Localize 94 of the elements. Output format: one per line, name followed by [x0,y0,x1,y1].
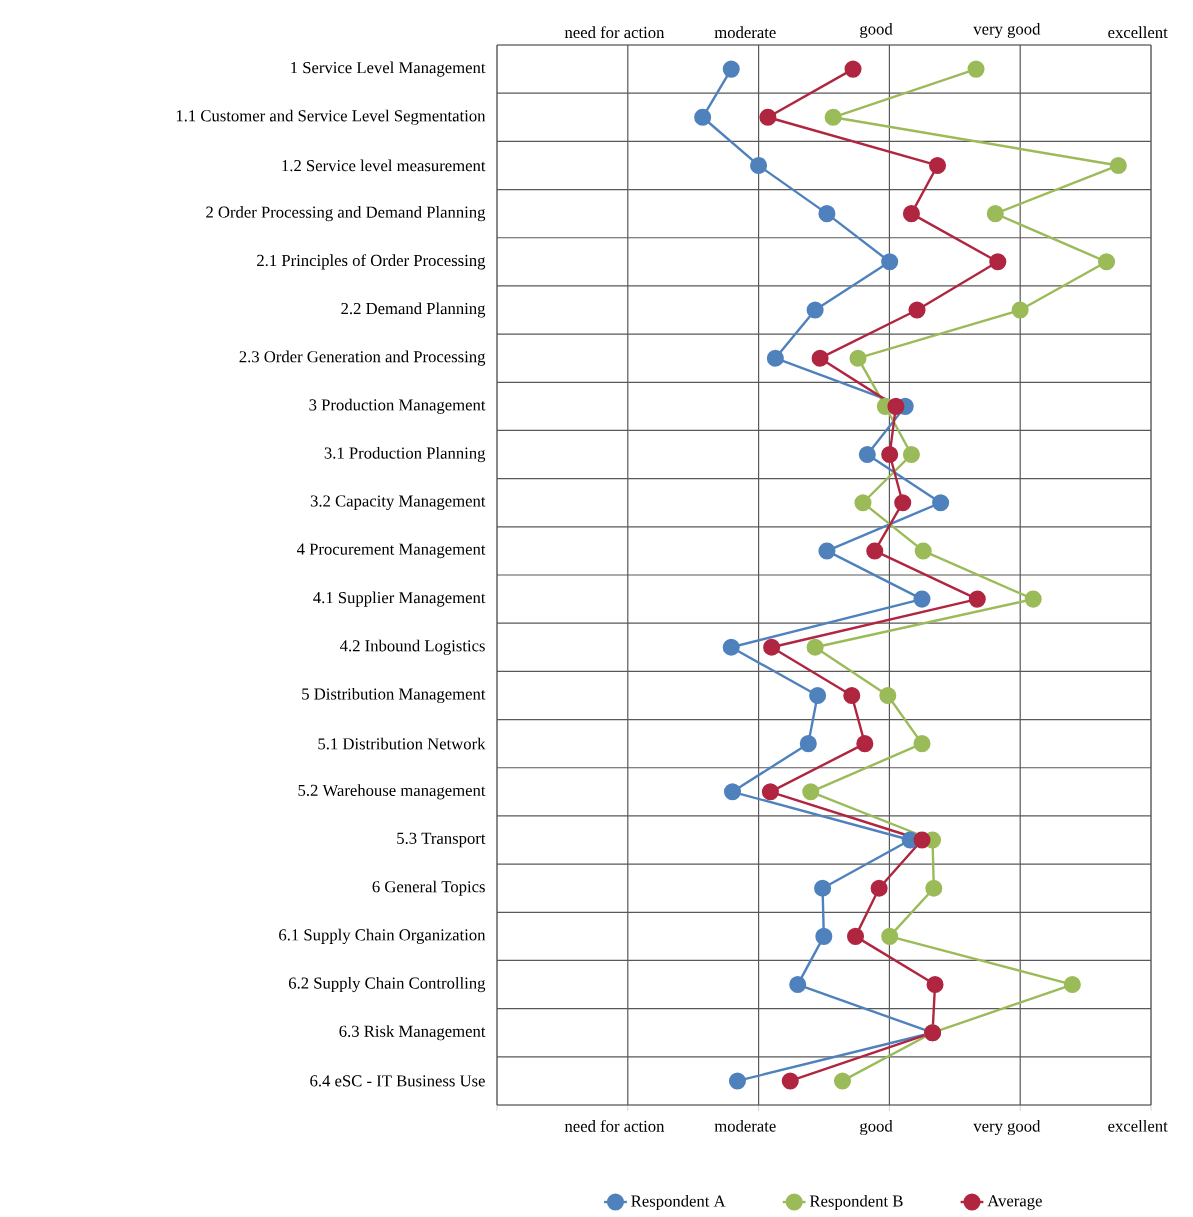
y-tick-label: 1.2 Service level measurement [282,159,486,172]
point [914,542,932,560]
point [913,590,931,608]
y-tick-label: 6 General Topics [372,880,485,896]
point [1097,253,1116,271]
point [789,976,807,994]
point [759,108,777,126]
point [694,108,712,126]
y-tick-label: 4 Procurement Management [297,543,486,559]
text: excellent [1108,1119,1168,1132]
y-tick-label: 6.3 Risk Management [339,1025,486,1041]
y-tick-label: 6.1 Supply Chain Organization [279,928,486,944]
text: very good [973,22,1041,39]
point [814,879,832,897]
point [894,494,912,512]
y-tick-label: 4.2 Inbound Logistics [340,639,485,655]
y-tick-label: 5.2 Warehouse management [298,784,486,800]
point [967,60,985,78]
point [925,879,943,897]
legend-label: Respondent A [631,1194,726,1211]
point [854,494,872,512]
point [809,686,827,704]
point [1024,590,1042,608]
text: good [860,22,893,39]
point [833,1072,851,1090]
point [986,205,1004,223]
point [849,349,867,367]
text: good [860,1119,893,1136]
point [750,156,768,174]
point [844,60,862,78]
point [879,686,897,704]
legend-label: Respondent B [809,1194,903,1211]
point [799,735,817,753]
point [818,542,836,560]
text: very good [973,1119,1041,1136]
point [761,783,779,801]
point [763,638,781,656]
point [902,205,920,223]
point [846,927,865,945]
point [858,446,876,464]
y-tick-label: 1 Service Level Management [291,61,486,77]
point [806,301,824,319]
point [802,783,820,801]
y-tick-label: 2 Order Processing and Demand Planning [206,206,486,222]
point [887,397,905,415]
point [806,638,824,656]
point [728,1072,746,1090]
point [908,301,926,319]
text: moderate [714,1119,776,1132]
y-tick-label: 3 Production Management [309,398,486,414]
text: moderate [714,26,776,39]
y-tick-label: 4.1 Supplier Management [313,591,486,607]
point [722,638,740,656]
y-tick-label: 6.2 Supply Chain Controlling [288,976,486,993]
point [881,927,899,945]
y-tick-label: 5.1 Distribution Network [318,737,486,750]
point [811,349,829,367]
point [818,205,836,223]
point [968,590,986,608]
point [722,60,740,78]
point [881,253,899,271]
text: need for action [564,1119,665,1132]
point [902,446,920,464]
y-tick-label: 2.3 Order Generation and Processing [239,350,486,366]
point [843,686,861,704]
y-tick-label: 3.1 Production Planning [324,446,486,463]
y-tick-label: 3.2 Capacity Management [310,495,486,511]
point [1063,976,1081,994]
y-tick-label: 2.2 Demand Planning [341,302,486,318]
point [913,831,931,849]
legend-label: Average [987,1195,1042,1210]
point [1109,156,1127,174]
point [866,542,884,560]
point [913,735,931,753]
y-tick-label: 2.1 Principles of Order Processing [257,254,486,270]
point [824,108,842,126]
y-tick-label: 1.1 Customer and Service Level Segmentation [176,109,486,125]
point [926,976,944,994]
y-tick-label: 5 Distribution Management [302,687,486,704]
point [815,927,833,945]
point [766,349,784,367]
point [781,1072,799,1090]
text: need for action [564,26,665,39]
y-tick-label: 6.4 eSC - IT Business Use [310,1075,485,1087]
point [881,446,899,464]
y-tick-label: 5.3 Transport [397,832,486,848]
point [723,783,742,801]
text: excellent [1108,26,1168,39]
point [989,253,1007,271]
point [932,494,950,512]
point [856,735,874,753]
point [870,879,888,897]
point [1011,301,1029,319]
point [928,156,947,174]
